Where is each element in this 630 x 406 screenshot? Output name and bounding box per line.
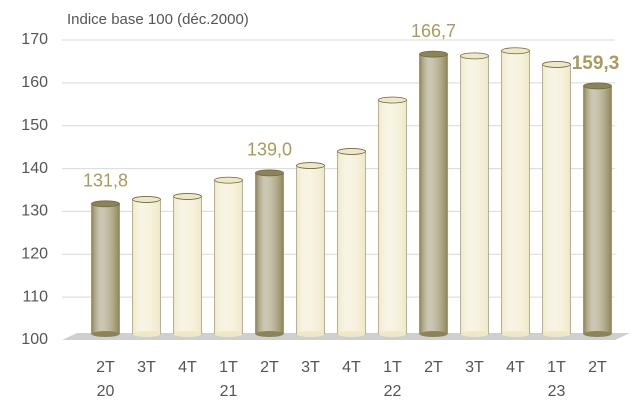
bar-top [214,176,243,184]
y-tick-label: 160 [21,74,48,91]
bar [542,64,571,335]
x-tick-label: 3T [137,359,156,376]
bar-top [378,96,407,104]
bar [501,50,530,335]
value-label: 159,3 [572,53,620,74]
y-tick-label: 150 [21,117,48,134]
bar-bottom [378,331,407,337]
bar [378,99,407,335]
x-tick-label: 3T [465,359,484,376]
x-tick-label: 2T [96,359,115,376]
x-tick-label: 4T [178,359,197,376]
x-tick-label: 1T [383,359,402,376]
bar [296,165,325,335]
bar-bottom [214,331,243,337]
bar-top [501,47,530,55]
bar-bottom [460,331,489,337]
bar [132,199,161,335]
bar-bottom [173,331,202,337]
bar [91,203,120,335]
x-tick-year: 23 [548,383,566,400]
bar-bottom [91,331,120,337]
bar-bottom [255,331,284,337]
value-label: 139,0 [247,140,292,160]
x-tick-label: 1T [219,359,238,376]
bar-top [337,148,366,155]
x-tick-label: 2T [588,359,607,376]
x-tick-label: 1T [547,359,566,376]
bar-top [542,61,571,68]
bar [583,85,612,335]
x-tick-label: 2T [260,359,279,376]
y-tick-label: 120 [21,246,48,263]
bar-top [132,196,161,203]
y-tick-label: 110 [22,288,48,305]
chart-title: Indice base 100 (déc.2000) [67,11,249,28]
bar [255,172,284,335]
bar-top [173,193,202,200]
bar-top [583,82,612,90]
bar [337,151,366,335]
bar-bottom [542,331,571,337]
bar-bottom [337,331,366,337]
x-tick-label: 2T [424,359,443,376]
bar-top [91,200,120,208]
y-tick-label: 170 [21,31,48,48]
bar-bottom [501,331,530,337]
bar [419,53,448,335]
value-label: 166,7 [411,21,456,41]
bar-bottom [419,331,448,337]
bar-top [255,169,284,177]
bar [460,55,489,335]
x-tick-year: 22 [384,383,402,400]
bar-bottom [583,331,612,337]
bar [173,196,202,335]
bar-bottom [132,331,161,337]
value-label: 131,8 [83,170,128,190]
y-tick-label: 100 [21,331,48,348]
bar-top [296,162,325,169]
x-tick-label: 4T [506,359,525,376]
x-tick-year: 20 [97,383,115,400]
y-tick-label: 130 [21,203,48,220]
bar-top [460,52,489,60]
bar [214,179,243,335]
y-tick-label: 140 [21,160,48,177]
x-tick-year: 21 [220,383,238,400]
x-tick-label: 3T [301,359,320,376]
x-tick-label: 4T [342,359,361,376]
bar-bottom [296,331,325,337]
bar-top [419,50,448,58]
